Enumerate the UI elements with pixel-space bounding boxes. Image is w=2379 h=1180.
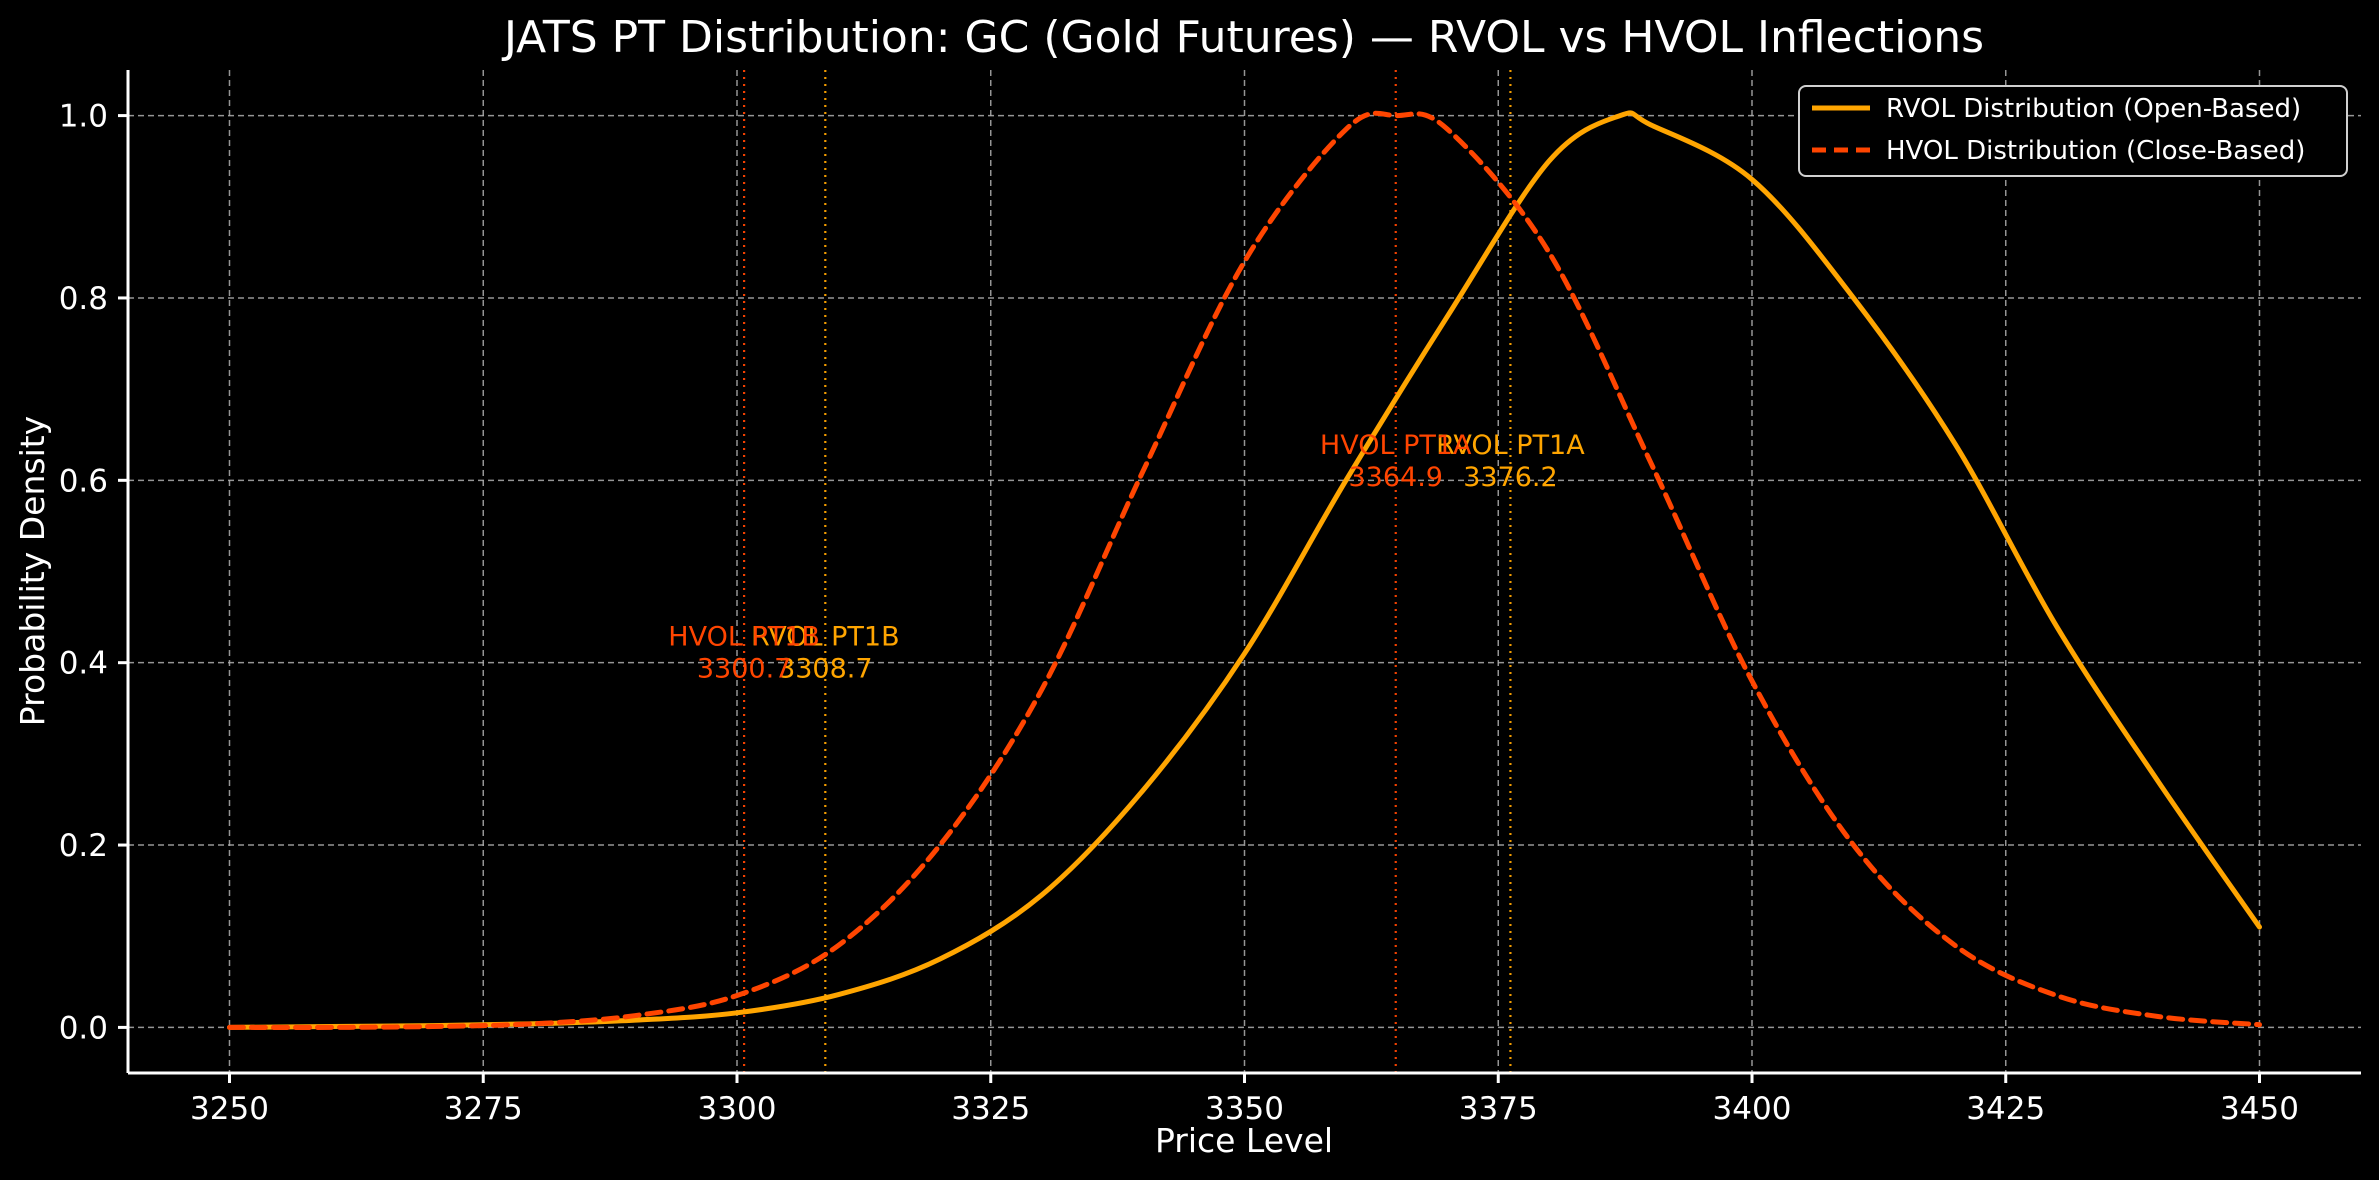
- series-layer: [227, 110, 2262, 1030]
- x-tick-layer: 3250 3275 3300 3325 3350 3375 3400 3425 3450: [190, 1073, 2299, 1127]
- y-tick-label: 0.4: [59, 646, 108, 682]
- legend-frame: [1798, 85, 2348, 177]
- inflection-annotation-label: RVOL PT1A: [1436, 430, 1585, 461]
- inflection-annotation-value: 3308.7: [778, 654, 872, 685]
- inflection-annotation-hvol-pt1a: HVOL PT1A 3364.9: [1320, 430, 1472, 493]
- x-tick-label: 3450: [2220, 1091, 2299, 1127]
- inflection-annotation-value: 3300.7: [697, 654, 791, 685]
- legend-rvol-label: RVOL Distribution (Open-Based): [1886, 94, 2301, 124]
- inflection-annotation-label: HVOL PT1B: [668, 622, 820, 653]
- y-tick-label: 0.2: [59, 828, 108, 864]
- chart-title: JATS PT Distribution: GC (Gold Futures) …: [501, 12, 1984, 63]
- inflection-annotation-label: RVOL PT1B: [751, 622, 900, 653]
- inflection-annotation-rvol-pt1b: RVOL PT1B 3308.7: [751, 622, 900, 685]
- inflection-annotation-label: HVOL PT1A: [1320, 430, 1472, 461]
- y-tick-label: 1.0: [59, 99, 108, 135]
- x-axis-label: Price Level: [1155, 1121, 1333, 1160]
- y-tick-label: 0.0: [59, 1010, 108, 1046]
- x-tick-label: 3275: [444, 1091, 523, 1127]
- x-tick-label: 3250: [190, 1091, 269, 1127]
- x-tick-label: 3425: [1966, 1091, 2045, 1127]
- legend-hvol-label: HVOL Distribution (Close-Based): [1886, 136, 2305, 166]
- inflection-annotation-rvol-pt1a: RVOL PT1A 3376.2: [1436, 430, 1585, 493]
- x-tick-label: 3400: [1713, 1091, 1792, 1127]
- y-tick-label: 0.8: [59, 281, 108, 317]
- y-tick-layer: 0.0 0.2 0.4 0.6 0.8 1.0: [59, 99, 128, 1046]
- inflection-annotation-value: 3376.2: [1463, 462, 1557, 493]
- x-tick-label: 3325: [951, 1091, 1030, 1127]
- rvol-distribution-line: [227, 110, 2262, 1030]
- inflection-annotation-hvol-pt1b: HVOL PT1B 3300.7: [668, 622, 820, 685]
- hvol-distribution-line: [227, 110, 2262, 1030]
- y-axis-label: Probability Density: [13, 416, 52, 726]
- x-tick-label: 3350: [1205, 1091, 1284, 1127]
- x-tick-label: 3300: [698, 1091, 777, 1127]
- legend: RVOL Distribution (Open-Based) HVOL Dist…: [1798, 85, 2348, 177]
- y-tick-label: 0.6: [59, 463, 108, 499]
- inflection-annotation-value: 3364.9: [1348, 462, 1442, 493]
- x-tick-label: 3375: [1459, 1091, 1538, 1127]
